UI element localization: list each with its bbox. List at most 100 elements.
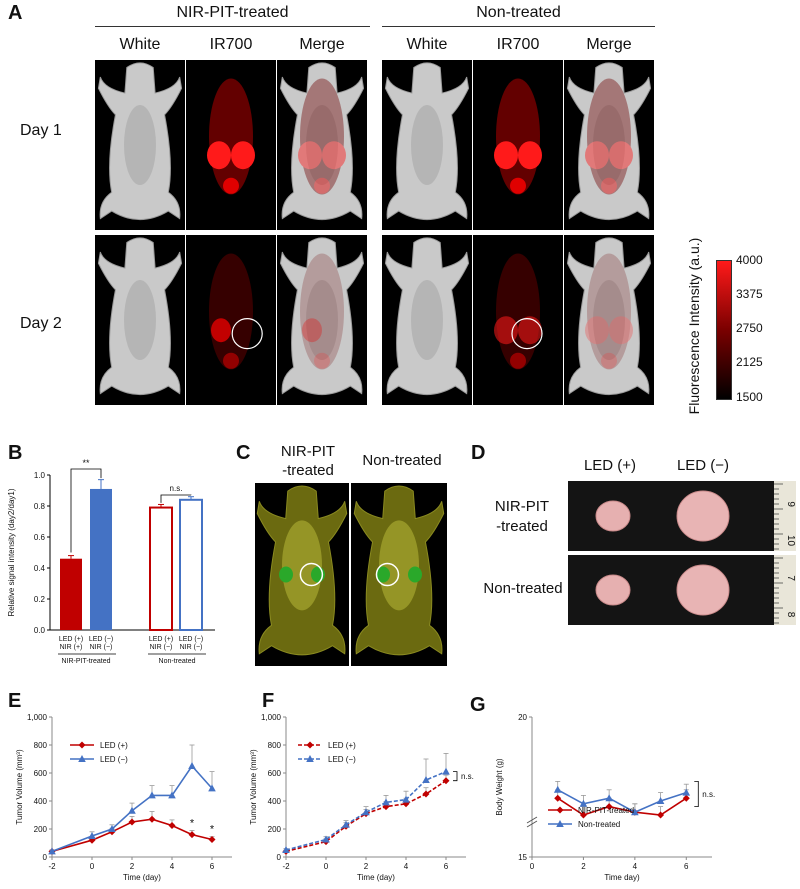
marker-s1-3 (631, 808, 639, 816)
col-header-ir700-1: IR700 (209, 36, 253, 53)
panel-c-image-nir-pit (255, 483, 349, 666)
mouse-image-ir700-non-treated-day1 (473, 60, 563, 230)
top-ruler-mark-10: 10 (785, 535, 796, 547)
colorbar-tick-4000: 4000 (736, 253, 763, 267)
x-tick-label-3: 4 (404, 862, 409, 871)
y-tick-label-0: 0 (43, 853, 48, 862)
bladder-signal (223, 352, 239, 369)
y-tick-label-3: 0.6 (34, 533, 46, 542)
marker-s1-2 (342, 820, 350, 828)
tumor-led-minus (676, 490, 730, 542)
series-line-0 (285, 780, 447, 853)
legend-marker-0 (556, 806, 564, 814)
col-header-merge-2: Merge (586, 36, 632, 53)
tumor-signal-left (494, 141, 518, 170)
legend-marker-0 (78, 741, 86, 749)
image-background (186, 235, 276, 405)
mouse-image-white-non-treated-day1 (382, 60, 472, 230)
group-header-nir-pit: NIR-PIT-treated (176, 4, 289, 21)
panel-label-a: A (8, 2, 23, 24)
bar-3 (179, 498, 203, 631)
tumor-signal-right (609, 141, 633, 170)
y-tick-label-1: 200 (268, 825, 282, 834)
series-line-1 (285, 770, 447, 851)
marker-s1-3 (362, 808, 370, 816)
bladder-signal (510, 352, 526, 369)
tumor-signal-left (298, 141, 322, 170)
legend-label-0: LED (+) (100, 741, 128, 750)
panel-c-label-non-treated: Non-treated (362, 452, 442, 469)
panel-d-col-led-minus: LED (−) (676, 457, 730, 474)
x-tick-label-1: 2 (581, 862, 586, 871)
x-tick-label-3: 4 (170, 862, 175, 871)
y-tick-label-5: 1,000 (27, 713, 48, 722)
legend-marker-1 (78, 755, 86, 762)
axis-break-1 (526, 816, 538, 824)
marker-s1-1 (88, 832, 96, 839)
fluorescence-body (209, 78, 253, 195)
marker-s0-5 (402, 800, 410, 808)
col-header-white-1: White (119, 36, 161, 53)
marker-s1-5 (168, 791, 176, 799)
ruler (774, 555, 796, 625)
fluorescence-body (300, 253, 344, 370)
marker-s0-3 (128, 818, 136, 826)
body-shading (124, 280, 156, 360)
marker-s1-4 (382, 798, 390, 806)
legend-label-1: Non-treated (578, 820, 620, 829)
mouse-image-merge-nir-pit-day2 (277, 235, 367, 405)
fluorescence-signal (207, 78, 255, 195)
tumor-signal-left (207, 141, 231, 170)
y-tick-label-0: 0 (277, 853, 282, 862)
x-tick-label-0-line2: NIR (+) (60, 644, 83, 651)
y-tick-label-2: 400 (268, 797, 282, 806)
panel-d-col-led-plus: LED (+) (583, 457, 637, 474)
legend-marker-0 (306, 741, 314, 749)
top-ruler-mark-9: 9 (785, 501, 796, 507)
tumor-roi-circle (511, 317, 543, 350)
series-line-1 (51, 764, 213, 853)
panel-label-d: D (471, 442, 486, 464)
ns-bracket (453, 771, 458, 782)
series-line-1 (557, 789, 687, 814)
y-tick-label-1: 20 (518, 713, 527, 722)
legend-label-0: LED (+) (328, 741, 356, 750)
tumor-signal-right (518, 141, 542, 170)
x-tick-label-4: 6 (444, 862, 449, 871)
fluorescence-body (496, 253, 540, 370)
y-tick-label-4: 800 (268, 741, 282, 750)
y-axis-label: Tumor Volume (mm³) (249, 749, 258, 825)
axis-break-2 (526, 820, 538, 828)
x-tick-label-2-line1: LED (+) (149, 636, 173, 643)
body-shading (306, 105, 338, 185)
bottom-ruler-mark-7: 7 (785, 575, 796, 581)
x-tick-label-1-line2: NIR (−) (90, 644, 113, 651)
mouse-image-ir700-nir-pit-day2 (186, 235, 276, 405)
marker-s0-2 (605, 803, 613, 811)
fluorescence-signal (585, 78, 633, 195)
chart-g: 15 20 0 2 4 6 Time day) Body Weight (g) NIR-PIT-… (495, 713, 715, 882)
significance-label-1: ** (82, 458, 90, 468)
marker-s0-4 (657, 811, 665, 819)
panel-d-tumor-photo-nir-pit: 9 10 (568, 481, 796, 551)
significance-bracket-1 (70, 468, 102, 553)
col-header-merge-1: Merge (299, 36, 345, 53)
marker-s0-0 (554, 794, 562, 802)
marker-s0-5 (168, 822, 176, 829)
body-shading (124, 105, 156, 185)
colorbar-tick-2125: 2125 (736, 355, 763, 369)
mouse-image-white-non-treated-day2 (382, 235, 472, 405)
colorbar-title: Fluorescence Intensity (a.u.) (686, 237, 702, 415)
legend-label-1: LED (−) (328, 755, 356, 764)
marker-s0-1 (579, 811, 587, 819)
tumor-led-minus (676, 564, 730, 616)
marker-s1-4 (148, 791, 156, 799)
bladder-signal (314, 352, 330, 369)
row-label-day1: Day 1 (20, 122, 62, 139)
bar-2 (149, 506, 173, 631)
tumor-signal (211, 318, 231, 343)
marker-s1-6 (422, 776, 430, 783)
marker-s1-1 (322, 835, 330, 843)
fluorescence-signal (494, 78, 542, 195)
marker-s0-7 (208, 836, 216, 843)
